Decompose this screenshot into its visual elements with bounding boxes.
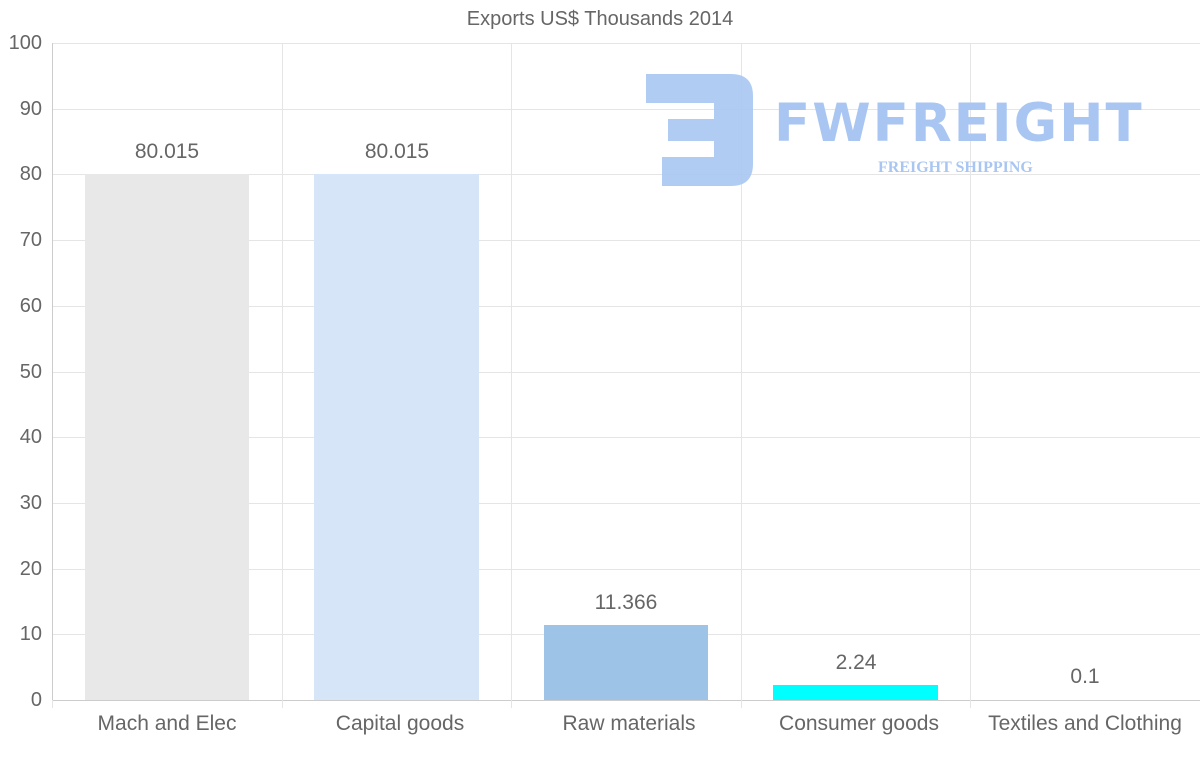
gridline xyxy=(740,43,742,700)
y-tick-20: 20 xyxy=(19,558,42,580)
x-tick xyxy=(970,700,971,708)
value-label: 80.015 xyxy=(134,140,200,163)
gridline xyxy=(970,43,972,700)
gridline xyxy=(52,108,1200,110)
y-tick-60: 60 xyxy=(19,295,42,317)
x-tick xyxy=(511,700,512,708)
fwfreight-logo-icon xyxy=(646,74,753,186)
y-tick-100: 100 xyxy=(8,32,42,54)
x-axis xyxy=(52,700,1200,701)
x-label-consumer-goods: Consumer goods xyxy=(779,712,939,735)
x-tick xyxy=(52,700,53,708)
gridline xyxy=(52,371,1200,373)
gridline xyxy=(52,502,1200,504)
gridline xyxy=(281,43,283,700)
gridline xyxy=(52,240,1200,242)
gridline xyxy=(511,43,513,700)
x-tick xyxy=(282,700,283,708)
value-label: 11.366 xyxy=(594,591,658,614)
y-axis xyxy=(52,43,53,700)
bar-consumer-goods[interactable] xyxy=(773,685,938,700)
chart-title: Exports US$ Thousands 2014 xyxy=(466,8,734,30)
y-tick-70: 70 xyxy=(19,229,42,251)
x-label-raw-materials: Raw materials xyxy=(562,712,696,735)
y-tick-40: 40 xyxy=(19,426,42,448)
y-tick-80: 80 xyxy=(19,163,42,185)
gridline xyxy=(52,437,1200,439)
watermark-brand: FWFREIGHT xyxy=(774,93,1144,154)
y-tick-90: 90 xyxy=(19,98,42,120)
x-label-mach-and-elec: Mach and Elec xyxy=(97,712,237,735)
gridline xyxy=(52,174,1200,176)
watermark-tagline: FREIGHT SHIPPING xyxy=(878,159,1033,176)
bar-textiles-and-clothing[interactable] xyxy=(1003,699,1167,700)
watermark: FWFREIGHT FREIGHT SHIPPING xyxy=(646,72,1156,190)
x-tick xyxy=(741,700,742,708)
y-tick-10: 10 xyxy=(19,623,42,645)
gridline xyxy=(52,305,1200,307)
value-label: 2.24 xyxy=(835,651,877,674)
y-tick-0: 0 xyxy=(30,689,42,711)
y-tick-50: 50 xyxy=(19,361,42,383)
x-label-capital-goods: Capital goods xyxy=(335,712,465,735)
bar-capital-goods[interactable] xyxy=(314,174,479,700)
value-label: 0.1 xyxy=(1070,665,1100,688)
x-label-textiles-and-clothing: Textiles and Clothing xyxy=(988,712,1182,735)
bar-mach-and-elec[interactable] xyxy=(85,174,249,700)
gridline xyxy=(52,568,1200,570)
value-label: 80.015 xyxy=(364,140,430,163)
gridline xyxy=(52,43,1200,44)
y-tick-30: 30 xyxy=(19,492,42,514)
bar-raw-materials[interactable] xyxy=(544,625,708,700)
